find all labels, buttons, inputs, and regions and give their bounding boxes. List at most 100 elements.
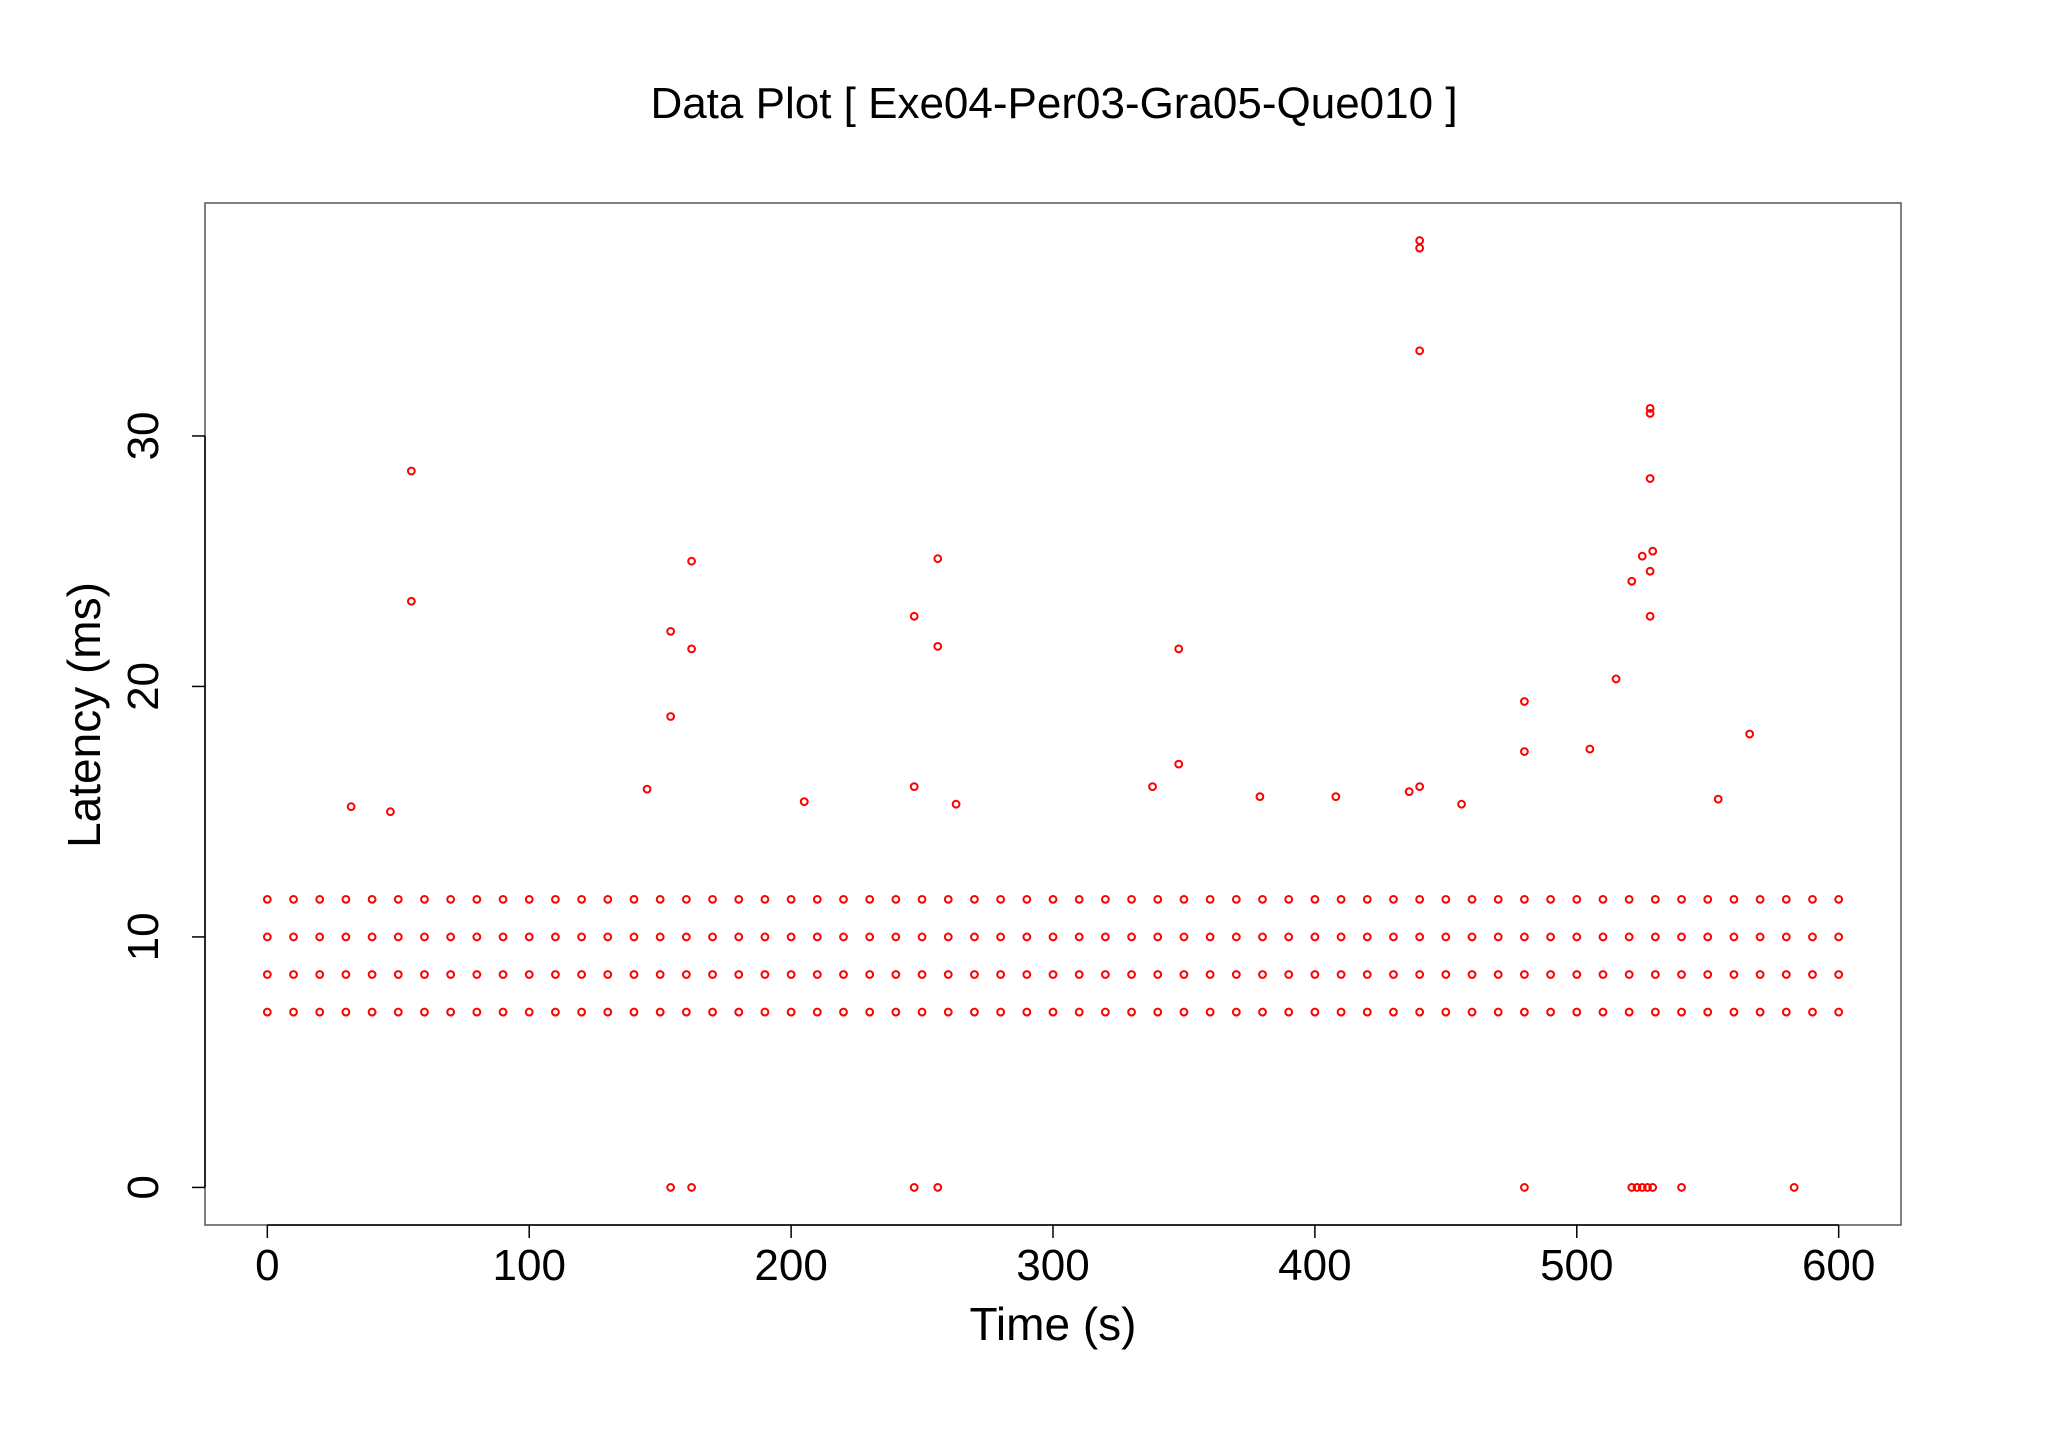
data-point bbox=[1336, 970, 1346, 979]
data-point bbox=[1100, 932, 1110, 942]
data-point bbox=[1389, 894, 1398, 904]
data-point bbox=[577, 970, 586, 979]
data-point bbox=[996, 894, 1006, 904]
data-point bbox=[1389, 932, 1398, 942]
data-point bbox=[708, 932, 717, 942]
data-point bbox=[1022, 1007, 1032, 1017]
data-point bbox=[472, 932, 482, 942]
data-point bbox=[1258, 970, 1267, 979]
data-point bbox=[446, 932, 456, 942]
data-point bbox=[551, 1007, 560, 1017]
data-point bbox=[839, 970, 848, 979]
data-point bbox=[1755, 970, 1765, 979]
data-point bbox=[1755, 1007, 1765, 1017]
data-point bbox=[1648, 1183, 1658, 1192]
data-point bbox=[367, 1007, 377, 1017]
data-point bbox=[1677, 970, 1686, 979]
data-point bbox=[1520, 697, 1529, 706]
data-point bbox=[1729, 932, 1739, 942]
data-point bbox=[472, 1007, 482, 1017]
data-point bbox=[1100, 970, 1110, 979]
data-point bbox=[1598, 932, 1608, 942]
data-point bbox=[891, 970, 901, 979]
data-point bbox=[1441, 1007, 1451, 1017]
data-point bbox=[1520, 932, 1529, 942]
y-tick-label: 30 bbox=[119, 411, 168, 460]
data-point bbox=[996, 970, 1006, 979]
data-point bbox=[406, 466, 416, 476]
data-point bbox=[681, 970, 691, 979]
data-point bbox=[1546, 894, 1555, 904]
data-point bbox=[1179, 894, 1189, 904]
data-point bbox=[1546, 970, 1555, 979]
data-point bbox=[1572, 970, 1582, 979]
data-point bbox=[760, 894, 770, 904]
data-point bbox=[406, 596, 416, 606]
data-point bbox=[446, 1007, 456, 1017]
data-point bbox=[681, 1007, 691, 1017]
data-point bbox=[786, 970, 796, 979]
data-point bbox=[1231, 970, 1241, 979]
data-point bbox=[1834, 970, 1844, 979]
data-point bbox=[1781, 970, 1791, 979]
data-point bbox=[1022, 894, 1032, 904]
data-point bbox=[551, 970, 560, 979]
data-point bbox=[1520, 747, 1529, 756]
data-point bbox=[760, 932, 770, 942]
data-point bbox=[1834, 932, 1844, 942]
data-point bbox=[1179, 932, 1189, 942]
data-point bbox=[1336, 1007, 1346, 1017]
data-point bbox=[666, 1183, 676, 1192]
data-point bbox=[1258, 932, 1267, 942]
data-point bbox=[760, 1007, 770, 1017]
data-point bbox=[1127, 1007, 1136, 1017]
data-point bbox=[315, 1007, 325, 1017]
data-point bbox=[1284, 894, 1294, 904]
data-point bbox=[708, 894, 717, 904]
data-point bbox=[1650, 1007, 1660, 1017]
data-point bbox=[1310, 894, 1320, 904]
data-point bbox=[1648, 546, 1658, 556]
data-point bbox=[933, 641, 943, 651]
data-point bbox=[1074, 970, 1084, 979]
data-point bbox=[1598, 1007, 1608, 1017]
data-point bbox=[687, 644, 696, 654]
data-point bbox=[812, 894, 822, 904]
data-point bbox=[996, 932, 1006, 942]
data-point bbox=[1650, 970, 1660, 979]
data-point bbox=[1415, 243, 1425, 253]
data-point bbox=[1572, 932, 1582, 942]
data-point bbox=[603, 970, 613, 979]
data-point bbox=[1022, 932, 1032, 942]
data-point bbox=[891, 1007, 901, 1017]
data-point bbox=[909, 611, 919, 621]
data-point bbox=[315, 970, 325, 979]
data-point bbox=[970, 894, 979, 904]
data-point bbox=[1258, 1007, 1267, 1017]
data-point bbox=[1467, 894, 1477, 904]
data-point bbox=[1284, 970, 1294, 979]
data-point bbox=[1520, 1183, 1529, 1192]
data-point bbox=[1148, 782, 1157, 792]
data-point bbox=[812, 932, 822, 942]
data-point bbox=[1205, 1007, 1215, 1017]
data-point bbox=[734, 932, 744, 942]
data-point bbox=[262, 1007, 272, 1017]
data-point bbox=[734, 970, 744, 979]
data-point bbox=[1632, 1183, 1642, 1192]
data-point bbox=[1834, 1007, 1844, 1017]
data-point bbox=[865, 932, 875, 942]
data-point bbox=[1645, 566, 1655, 576]
data-point bbox=[524, 1007, 534, 1017]
data-point bbox=[1415, 932, 1425, 942]
data-point bbox=[951, 799, 961, 809]
data-point bbox=[1389, 1007, 1398, 1017]
data-point bbox=[1572, 894, 1582, 904]
data-point bbox=[1677, 1183, 1686, 1192]
data-point bbox=[865, 970, 875, 979]
data-point bbox=[1127, 932, 1136, 942]
data-point bbox=[524, 894, 534, 904]
data-point bbox=[1645, 611, 1655, 621]
data-point bbox=[420, 970, 429, 979]
data-point bbox=[1022, 970, 1032, 979]
